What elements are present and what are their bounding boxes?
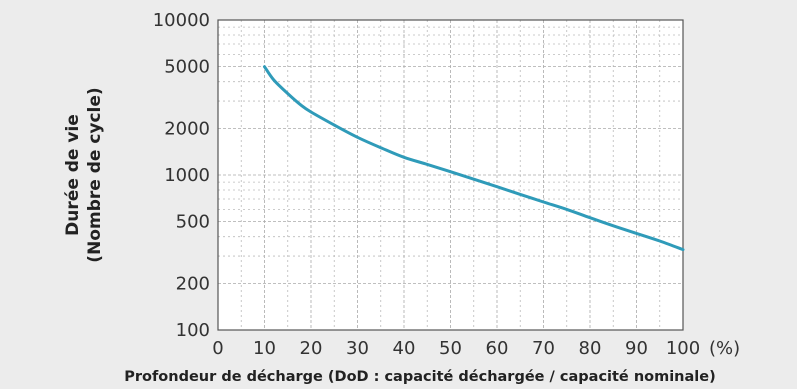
plot-frame (217, 19, 684, 331)
x-tick-label: 50 (439, 338, 462, 359)
y-tick-label: 10000 (153, 10, 210, 31)
x-tick-label: 40 (393, 338, 416, 359)
x-tick-labels: 0 10 20 30 40 50 60 70 80 90 100 (212, 338, 700, 359)
y-tick-label: 500 (176, 212, 210, 233)
x-tick-label: 20 (300, 338, 323, 359)
x-tick-label: 100 (666, 338, 700, 359)
y-tick-label: 100 (176, 320, 210, 341)
x-tick-label: 90 (625, 338, 648, 359)
x-axis-title: Profondeur de décharge (DoD : capacité d… (124, 369, 715, 385)
x-unit-label: (%) (709, 338, 740, 359)
y-axis-title-line-1: Durée de vie (63, 114, 83, 236)
y-tick-label: 200 (176, 273, 210, 294)
series-layer (263, 65, 685, 252)
y-tick-label: 5000 (164, 57, 210, 78)
x-tick-label: 10 (253, 338, 276, 359)
y-axis-title-line-2: (Nombre de cycle) (85, 87, 105, 262)
x-tick-label: 60 (486, 338, 509, 359)
series-line-0 (263, 65, 685, 252)
y-tick-label: 1000 (164, 165, 210, 186)
x-tick-label: 0 (212, 338, 223, 359)
y-axis-title: Durée de vie (Nombre de cycle) (63, 87, 105, 262)
x-tick-label: 30 (346, 338, 369, 359)
x-tick-label: 70 (532, 338, 555, 359)
y-tick-labels: 100 200 500 1000 2000 5000 10000 (153, 10, 210, 341)
y-tick-label: 2000 (164, 118, 210, 139)
x-tick-label: 80 (579, 338, 602, 359)
